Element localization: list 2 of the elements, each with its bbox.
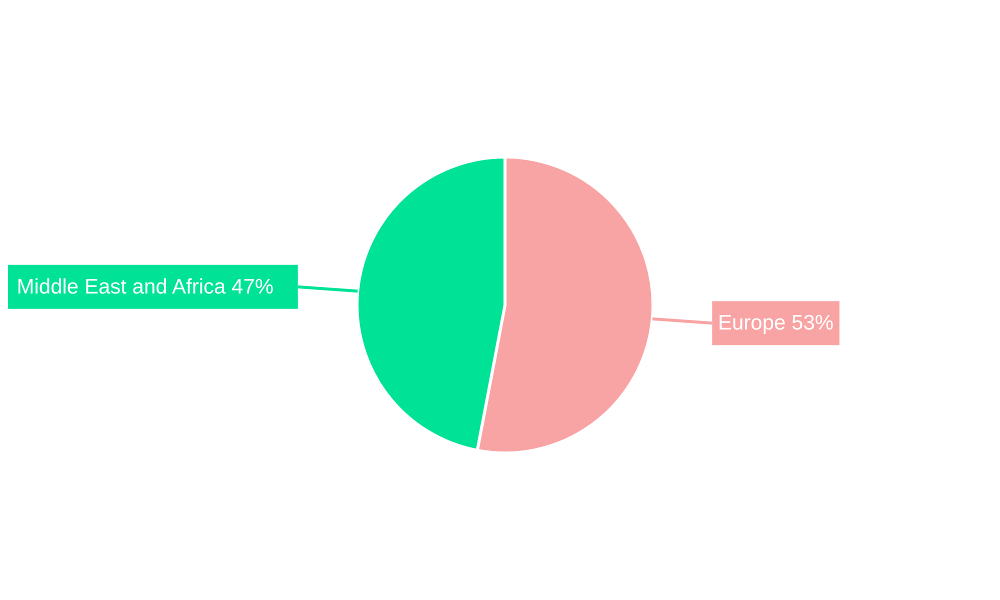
slice-label: Europe 53% [718, 312, 834, 335]
slice-label: Middle East and Africa 47% [16, 275, 274, 298]
